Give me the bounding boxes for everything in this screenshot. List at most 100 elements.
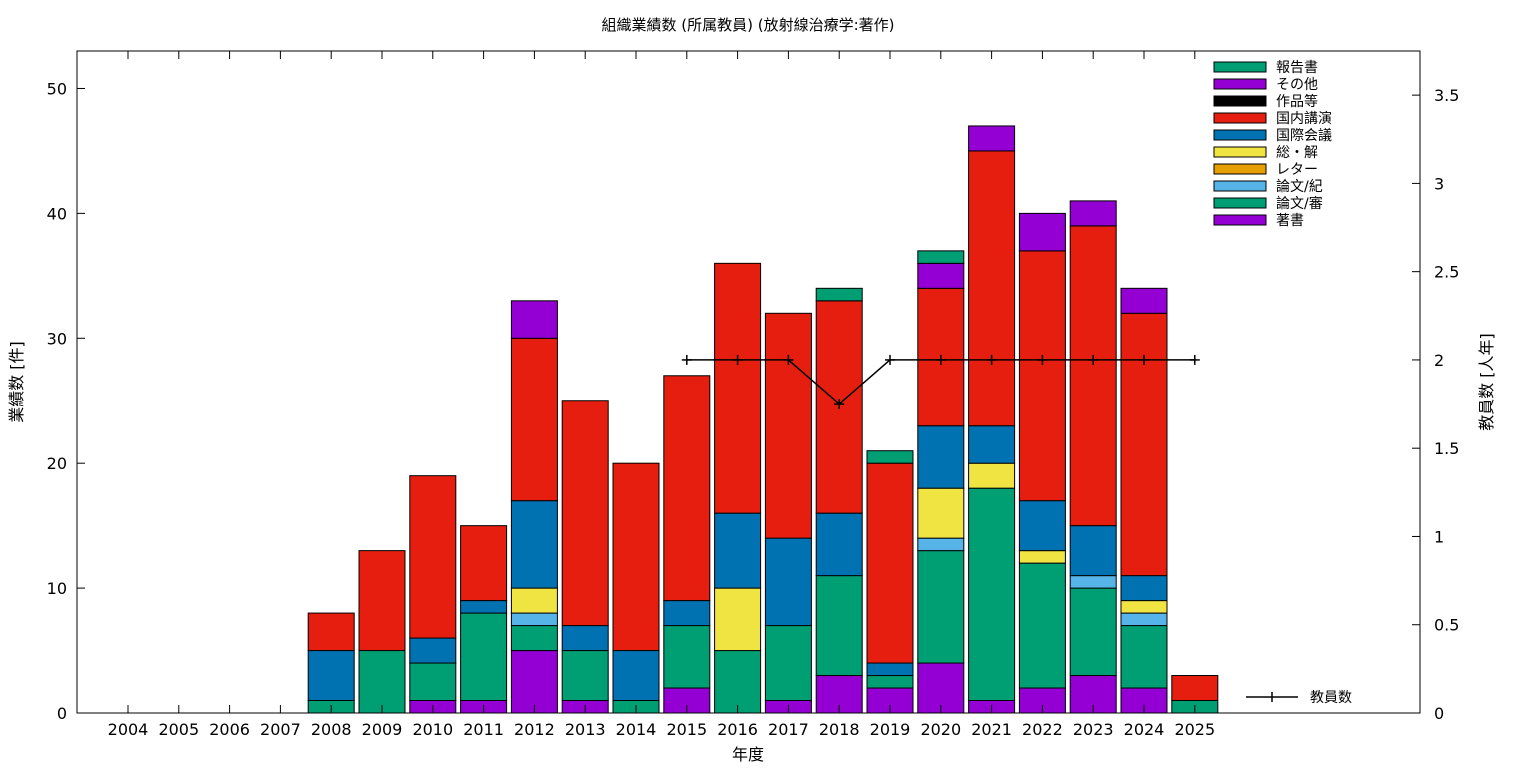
bar-segment-2017-1 xyxy=(764,625,812,702)
bar-segment-2019-6 xyxy=(866,462,914,664)
legend-label-2: 作品等 xyxy=(1276,93,1318,110)
bar-segment-2020-4 xyxy=(917,487,965,539)
bar-segment-2016-5 xyxy=(714,512,762,589)
legend-swatch-7 xyxy=(1213,180,1267,192)
legend-swatch-1 xyxy=(1213,78,1267,90)
bar-segment-2024-5 xyxy=(1120,575,1168,602)
x-tick-label: 2021 xyxy=(971,720,1012,739)
bar-segment-2015-5 xyxy=(663,600,711,627)
bar-segment-2021-1 xyxy=(968,487,1016,702)
y2-tick-label: 3 xyxy=(1434,174,1444,193)
legend-label-9: 著書 xyxy=(1276,213,1304,229)
x-tick-label: 2005 xyxy=(158,720,199,739)
x-tick-label: 2010 xyxy=(412,720,453,739)
bar-segment-2024-6 xyxy=(1120,312,1168,577)
y2-tick-label: 0 xyxy=(1434,704,1444,723)
y2-axis-label: 教員数 [人年] xyxy=(1477,333,1496,431)
bar-segment-2013-5 xyxy=(561,625,609,652)
bar-segment-2021-4 xyxy=(968,462,1016,489)
bar-segment-2020-9 xyxy=(917,250,965,264)
bar-segment-2011-1 xyxy=(460,612,508,702)
bar-segment-2018-9 xyxy=(815,287,863,302)
x-tick-label: 2018 xyxy=(819,720,860,739)
legend-swatch-4 xyxy=(1213,129,1267,141)
y-tick-label: 50 xyxy=(47,79,67,98)
bar-segment-2022-5 xyxy=(1018,500,1066,552)
bar-segment-2017-6 xyxy=(764,312,812,539)
legend-label-7: 論文/紀 xyxy=(1276,179,1323,195)
bar-segment-2018-1 xyxy=(815,575,863,677)
bar-segment-2023-2 xyxy=(1069,575,1117,589)
x-tick-label: 2006 xyxy=(209,720,250,739)
bar-segment-2020-1 xyxy=(917,550,965,664)
bar-segment-2019-1 xyxy=(866,675,914,689)
bar-segment-2015-1 xyxy=(663,625,711,689)
y2-tick-label: 1.5 xyxy=(1434,439,1459,458)
bar-segment-2024-1 xyxy=(1120,625,1168,689)
bar-segment-2020-2 xyxy=(917,537,965,552)
legend-swatch-0 xyxy=(1213,61,1267,73)
x-tick-label: 2004 xyxy=(108,720,149,739)
y2-tick-label: 3.5 xyxy=(1434,86,1459,105)
bar-segment-2024-8 xyxy=(1120,287,1168,314)
y2-tick-label: 2.5 xyxy=(1434,263,1459,282)
bar-segment-2012-2 xyxy=(510,612,558,627)
bar-segment-2015-6 xyxy=(663,375,711,602)
x-tick-label: 2017 xyxy=(768,720,809,739)
bar-segment-2013-1 xyxy=(561,650,609,702)
x-axis-label: 年度 xyxy=(732,745,764,764)
bar-segment-2009-6 xyxy=(358,550,406,652)
chart-title: 組織業績数 (所属教員) (放射線治療学:著作) xyxy=(602,16,895,34)
legend-label-5: 総・解 xyxy=(1276,145,1318,161)
bar-segment-2020-8 xyxy=(917,262,965,289)
y-tick-label: 10 xyxy=(47,579,67,598)
bar-segment-2012-0 xyxy=(510,650,558,714)
bar-segment-2023-8 xyxy=(1069,200,1117,227)
bar-segment-2008-6 xyxy=(307,612,355,652)
bar-segment-2024-4 xyxy=(1120,600,1168,614)
bar-segment-2016-4 xyxy=(714,587,762,652)
y-tick-label: 0 xyxy=(57,704,67,723)
x-tick-label: 2020 xyxy=(920,720,961,739)
legend-label-6: レター xyxy=(1276,162,1318,178)
bar-segment-2012-1 xyxy=(510,625,558,652)
bar-segment-2016-6 xyxy=(714,262,762,514)
x-tick-label: 2014 xyxy=(616,720,657,739)
y-axis-label: 業績数 [件] xyxy=(7,341,26,423)
bar-segment-2019-5 xyxy=(866,662,914,677)
x-tick-label: 2009 xyxy=(362,720,403,739)
bar-segment-2017-5 xyxy=(764,537,812,627)
legend-label-8: 論文/審 xyxy=(1276,196,1323,212)
y2-tick-label: 1 xyxy=(1434,527,1444,546)
bar-segment-2023-5 xyxy=(1069,525,1117,577)
bar-segment-2023-6 xyxy=(1069,225,1117,527)
bar-segment-2020-5 xyxy=(917,425,965,489)
bar-segment-2021-6 xyxy=(968,150,1016,427)
legend-swatch-5 xyxy=(1213,146,1267,158)
bar-segment-2010-5 xyxy=(409,637,457,664)
x-tick-label: 2012 xyxy=(514,720,555,739)
bar-segment-2013-6 xyxy=(561,400,609,627)
bar-segment-2022-1 xyxy=(1018,562,1066,689)
x-tick-label: 2023 xyxy=(1073,720,1114,739)
bar-segment-2023-1 xyxy=(1069,587,1117,677)
bar-segment-2021-5 xyxy=(968,425,1016,464)
x-tick-label: 2022 xyxy=(1022,720,1063,739)
x-tick-label: 2007 xyxy=(260,720,301,739)
legend-label-1: その他 xyxy=(1276,77,1318,93)
legend-label-4: 国際会議 xyxy=(1276,127,1332,144)
bar-segment-2022-6 xyxy=(1018,250,1066,502)
legend-swatch-6 xyxy=(1213,163,1267,175)
bar-segment-2019-9 xyxy=(866,450,914,464)
legend-swatch-8 xyxy=(1213,197,1267,209)
bar-segment-2014-6 xyxy=(612,462,660,652)
x-tick-label: 2016 xyxy=(717,720,758,739)
x-tick-label: 2024 xyxy=(1124,720,1165,739)
bar-segment-2025-6 xyxy=(1171,675,1219,702)
x-tick-label: 2019 xyxy=(870,720,911,739)
bar-segment-2022-4 xyxy=(1018,550,1066,564)
y2-tick-label: 0.5 xyxy=(1434,616,1459,635)
bar-segment-2016-1 xyxy=(714,650,762,714)
